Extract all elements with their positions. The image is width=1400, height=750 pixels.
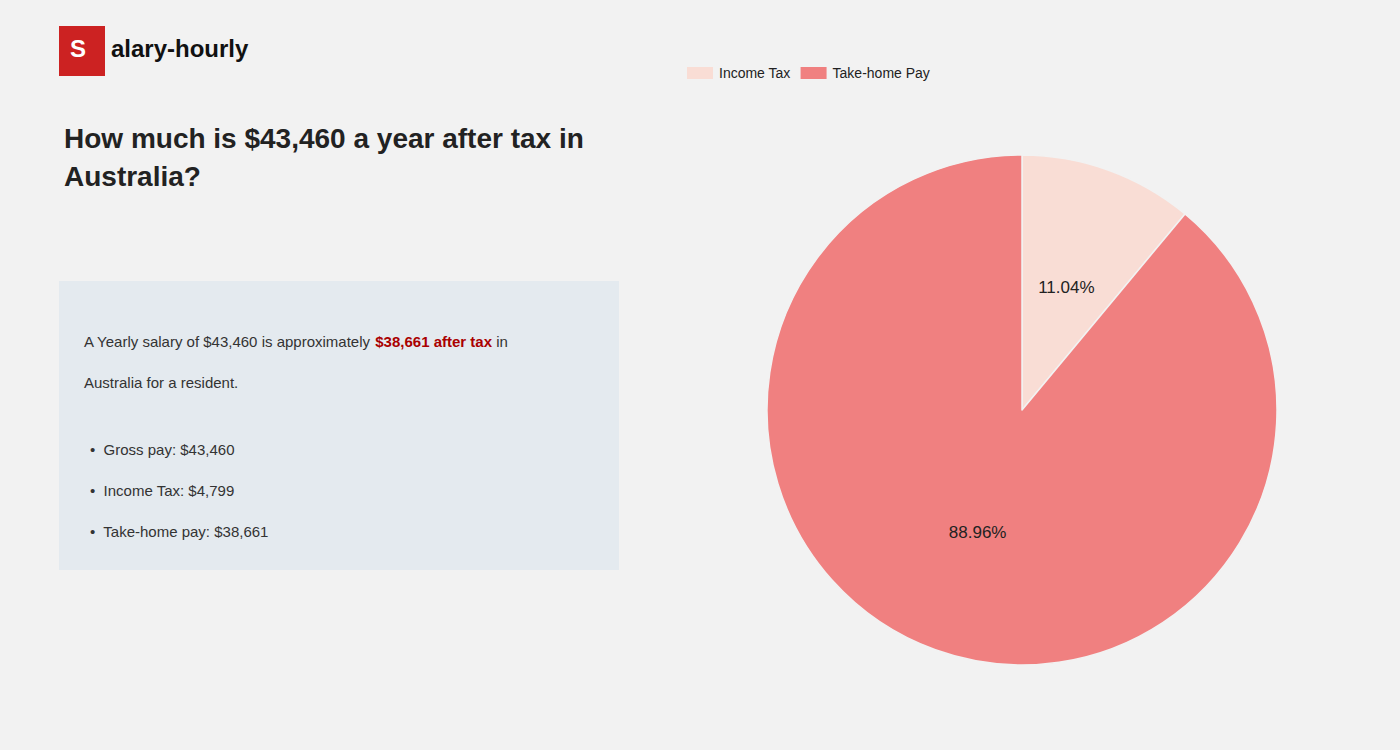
svg-text:• Income Tax: $4,799: • Income Tax: $4,799: [90, 482, 234, 499]
svg-text:How much is $43,460 a year aft: How much is $43,460 a year after tax in: [64, 123, 584, 154]
svg-text:alary-hourly: alary-hourly: [111, 35, 249, 62]
svg-text:$38,661 after tax: $38,661 after tax: [375, 333, 492, 350]
svg-text:Australia?: Australia?: [64, 161, 201, 192]
svg-text:• Take-home pay: $38,661: • Take-home pay: $38,661: [90, 523, 268, 540]
svg-text:S: S: [70, 35, 86, 62]
svg-text:Income Tax: Income Tax: [719, 65, 790, 81]
svg-text:11.04%: 11.04%: [1038, 278, 1094, 297]
svg-text:A Yearly salary of $43,460 is: A Yearly salary of $43,460 is approximat…: [84, 333, 374, 350]
svg-text:Take-home Pay: Take-home Pay: [833, 65, 930, 81]
svg-text:88.96%: 88.96%: [949, 523, 1007, 542]
svg-text:in: in: [492, 333, 508, 350]
svg-text:Australia for a resident.: Australia for a resident.: [84, 374, 238, 391]
svg-text:• Gross pay: $43,460: • Gross pay: $43,460: [90, 441, 235, 458]
